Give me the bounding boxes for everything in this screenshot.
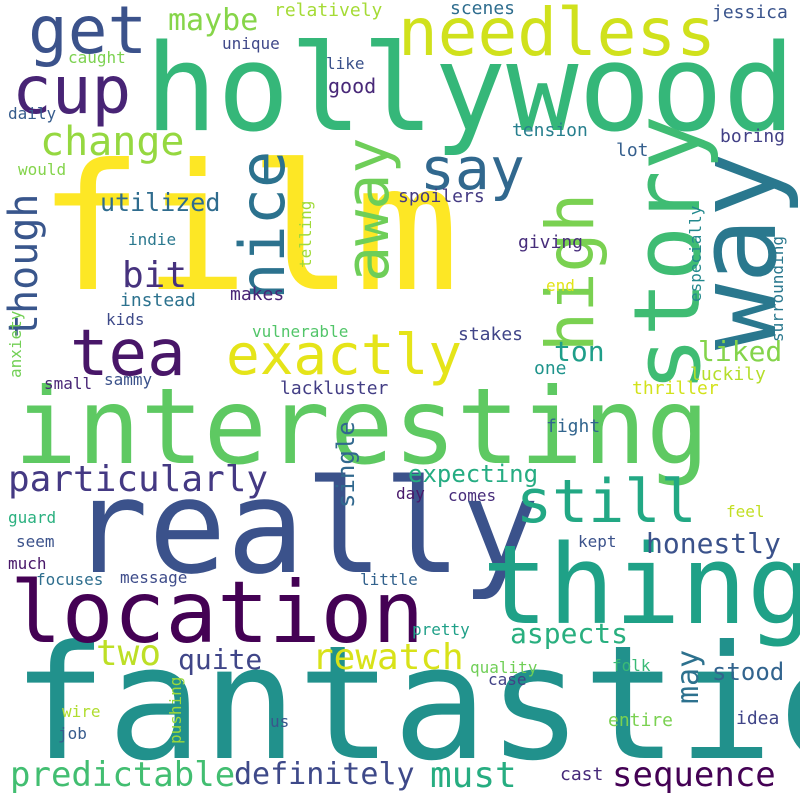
word-kept: kept: [578, 532, 617, 551]
word-may: may: [671, 649, 706, 704]
word-rewatch: rewatch: [312, 637, 464, 678]
word-predictable: predictable: [10, 755, 236, 795]
word-high: high: [532, 193, 609, 352]
word-maybe: maybe: [168, 3, 259, 38]
word-jessica: jessica: [712, 2, 788, 23]
word-must: must: [430, 755, 517, 796]
word-wire: wire: [62, 702, 101, 721]
word-utilized: utilized: [100, 188, 221, 217]
word-scenes: scenes: [450, 0, 516, 19]
word-telling: telling: [296, 200, 315, 268]
word-little: little: [360, 570, 418, 589]
word-honestly: honestly: [646, 527, 781, 560]
word-spoilers: spoilers: [398, 186, 485, 207]
word-thriller: thriller: [632, 378, 719, 399]
word-two: two: [96, 633, 162, 674]
word-single: single: [332, 421, 360, 508]
word-especially: especially: [686, 205, 705, 302]
word-message: message: [120, 568, 188, 587]
word-folk: folk: [612, 656, 651, 675]
word-say: say: [420, 135, 525, 203]
word-comes: comes: [448, 486, 497, 505]
word-liked: liked: [698, 335, 783, 368]
word-sequence: sequence: [612, 755, 776, 795]
word-vulnerable: vulnerable: [252, 322, 349, 341]
word-quality: quality: [470, 658, 538, 677]
word-entire: entire: [608, 710, 674, 731]
word-case: case: [488, 670, 527, 689]
word-needless: needless: [398, 0, 716, 71]
word-bit: bit: [122, 255, 188, 296]
word-change: change: [40, 119, 185, 165]
word-ton: ton: [554, 335, 605, 368]
word-one: one: [534, 358, 567, 379]
word-interesting: interesting: [14, 366, 710, 488]
word-day: day: [396, 484, 425, 503]
word-caught: caught: [68, 48, 126, 67]
word-nice: nice: [226, 150, 299, 300]
word-surrounding: surrounding: [768, 236, 787, 342]
word-tea: tea: [70, 317, 186, 391]
word-tension: tension: [512, 120, 588, 141]
word-luckily: luckily: [690, 364, 766, 385]
word-film: film: [38, 128, 460, 331]
word-good: good: [328, 74, 377, 98]
word-idea: idea: [736, 708, 780, 729]
word-seem: seem: [16, 532, 55, 551]
word-pushing: pushing: [166, 676, 185, 744]
word-anxiety: anxiety: [6, 310, 25, 378]
word-fantastic: fantastic: [12, 612, 800, 796]
word-would: would: [18, 160, 67, 179]
word-stood: stood: [712, 658, 785, 686]
word-like: like: [326, 54, 365, 73]
word-hollywood: hollywood: [145, 20, 796, 159]
word-cast: cast: [560, 764, 604, 785]
word-really: really: [70, 451, 540, 603]
word-boring: boring: [720, 126, 786, 147]
word-lot: lot: [616, 140, 649, 161]
word-location: location: [10, 563, 425, 663]
word-cup: cup: [12, 52, 132, 129]
word-us: us: [270, 712, 290, 731]
word-get: get: [28, 0, 148, 69]
word-instead: instead: [120, 290, 196, 311]
word-definitely: definitely: [234, 757, 415, 792]
word-kids: kids: [106, 310, 145, 329]
word-quite: quite: [178, 643, 263, 676]
word-expecting: expecting: [408, 460, 539, 488]
word-lackluster: lackluster: [280, 378, 389, 399]
word-thing: thing: [482, 521, 800, 649]
word-makes: makes: [230, 284, 285, 305]
word-end: end: [546, 276, 575, 295]
word-small: small: [44, 374, 93, 393]
word-indie: indie: [128, 230, 177, 249]
word-fight: fight: [546, 416, 601, 437]
word-still: still: [516, 467, 697, 537]
word-guard: guard: [8, 508, 57, 527]
word-feel: feel: [726, 502, 765, 521]
word-sammy: sammy: [104, 370, 153, 389]
word-away: away: [333, 137, 403, 283]
word-unique: unique: [222, 34, 280, 53]
word-giving: giving: [518, 232, 584, 253]
word-particularly: particularly: [8, 459, 269, 500]
word-relatively: relatively: [274, 0, 383, 21]
word-pretty: pretty: [412, 620, 470, 639]
word-job: job: [58, 724, 87, 743]
word-aspects: aspects: [510, 617, 629, 650]
word-stakes: stakes: [458, 324, 524, 345]
word-exactly: exactly: [226, 323, 463, 388]
word-focuses: focuses: [36, 570, 104, 589]
word-daily: daily: [8, 104, 57, 123]
word-much: much: [8, 554, 47, 573]
